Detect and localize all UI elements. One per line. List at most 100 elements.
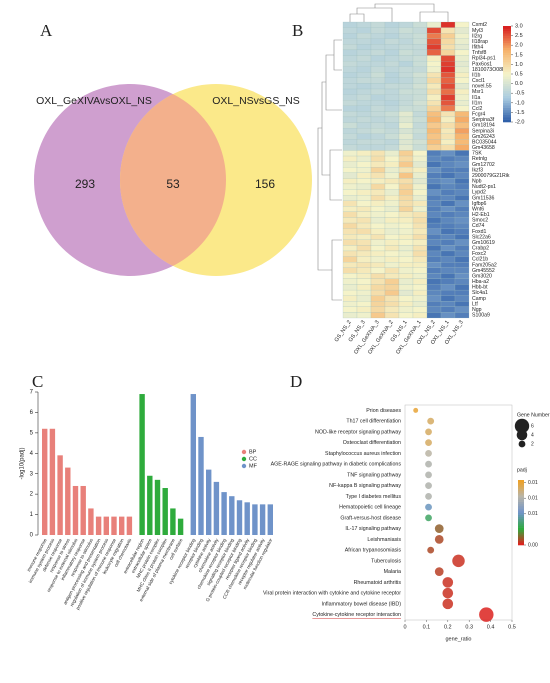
heat-cell — [370, 245, 386, 252]
colorbar-step — [518, 482, 524, 485]
heat-cell — [370, 228, 386, 235]
pathway-label: Rheumatoid arthritis — [354, 580, 402, 586]
bar — [139, 394, 145, 535]
heat-cell — [370, 183, 386, 190]
heat-cell — [454, 189, 470, 196]
venn-overlap — [120, 84, 226, 276]
bar — [244, 502, 250, 535]
colorbar-step — [518, 516, 524, 520]
heat-cell — [426, 105, 442, 112]
heat-cell — [454, 234, 470, 240]
heat-cell — [426, 228, 442, 235]
colorbar-step — [503, 105, 511, 108]
heat-cell — [426, 195, 442, 201]
y-tick-label: 5 — [30, 430, 34, 436]
heat-cell — [454, 295, 470, 302]
pathway-label: Leishmaniasis — [367, 537, 401, 543]
heat-cell — [370, 167, 386, 173]
x-tick-label: 0.5 — [508, 624, 516, 630]
y-tick-label: 3 — [30, 471, 34, 477]
heat-cell — [384, 262, 400, 268]
heat-cell — [454, 262, 470, 268]
heat-cell — [342, 21, 358, 28]
heat-cell — [454, 301, 470, 307]
colorbar-label: 2.5 — [515, 33, 523, 39]
heat-cell — [384, 301, 400, 307]
heat-cell — [440, 105, 456, 112]
heat-cell — [440, 301, 456, 307]
heat-cell — [398, 256, 414, 263]
heat-cell — [412, 77, 428, 84]
pathway-label: Tuberculosis — [371, 558, 401, 564]
heat-cell — [426, 217, 442, 224]
heat-cell — [398, 55, 414, 62]
heat-cell — [440, 60, 456, 67]
heat-cell — [370, 211, 386, 218]
pathway-label: Graft-versus-host disease — [340, 515, 401, 521]
bubble — [425, 449, 432, 457]
heat-cell — [384, 239, 400, 246]
colorbar-step — [518, 538, 524, 541]
heat-cell — [454, 206, 470, 212]
heat-cell — [384, 72, 400, 78]
heat-cell — [356, 234, 372, 240]
row-label: Hba-a2 — [472, 279, 489, 285]
heat-cell — [356, 44, 372, 51]
heat-cell — [454, 312, 470, 319]
heat-cell — [356, 128, 372, 134]
heat-cell — [412, 128, 428, 134]
heat-cell — [412, 183, 428, 190]
heat-cell — [440, 172, 456, 179]
heat-cell — [440, 195, 456, 201]
row-label: Foxc2 — [472, 251, 486, 257]
colorbar-step — [503, 50, 511, 53]
pathway-label: Osteoclast differentiation — [343, 440, 401, 446]
heat-cell — [356, 116, 372, 123]
heat-cell — [454, 60, 470, 67]
bar — [252, 504, 258, 535]
row-label: Ngp — [472, 307, 482, 313]
heat-cell — [412, 273, 428, 280]
heat-cell — [342, 133, 358, 140]
heat-cell — [454, 94, 470, 101]
pathway-label: Staphylococcus aureus infection — [325, 451, 401, 457]
y-tick-label: 2 — [30, 492, 34, 498]
heat-cell — [356, 27, 372, 34]
legend-label: CC — [249, 456, 257, 462]
heat-cell — [398, 100, 414, 106]
bar — [162, 488, 168, 535]
heat-cell — [370, 122, 386, 129]
heat-cell — [356, 295, 372, 302]
heat-cell — [440, 44, 456, 51]
row-label: Wnt6 — [472, 206, 484, 212]
heat-cell — [356, 38, 372, 45]
heat-cell — [384, 77, 400, 84]
heat-cell — [454, 178, 470, 185]
heat-cell — [398, 228, 414, 235]
colorbar-step — [518, 534, 524, 537]
bar — [80, 485, 86, 535]
row-label: Crabp2 — [472, 246, 489, 252]
heat-cell — [440, 55, 456, 62]
y-tick-label: 7 — [30, 390, 34, 396]
row-label: Ikzf3 — [472, 167, 483, 173]
heat-cell — [356, 183, 372, 190]
heat-cell — [356, 72, 372, 78]
heat-cell — [370, 155, 386, 162]
pathway-label: Viral protein interaction with cytokine … — [263, 591, 401, 597]
heat-cell — [342, 211, 358, 218]
heat-cell — [440, 94, 456, 101]
heat-cell — [426, 83, 442, 90]
colorbar-step — [518, 486, 524, 489]
row-label: Slc22a6 — [472, 234, 491, 240]
heat-cell — [370, 200, 386, 207]
row-label: BC035044 — [472, 139, 497, 145]
heat-cell — [454, 100, 470, 106]
heat-cell — [426, 94, 442, 101]
heat-cell — [426, 278, 442, 285]
y-axis-title: -log10(padj) — [20, 447, 26, 479]
heat-cell — [370, 278, 386, 285]
heat-cell — [370, 60, 386, 67]
heat-cell — [342, 139, 358, 145]
heat-cell — [426, 38, 442, 45]
